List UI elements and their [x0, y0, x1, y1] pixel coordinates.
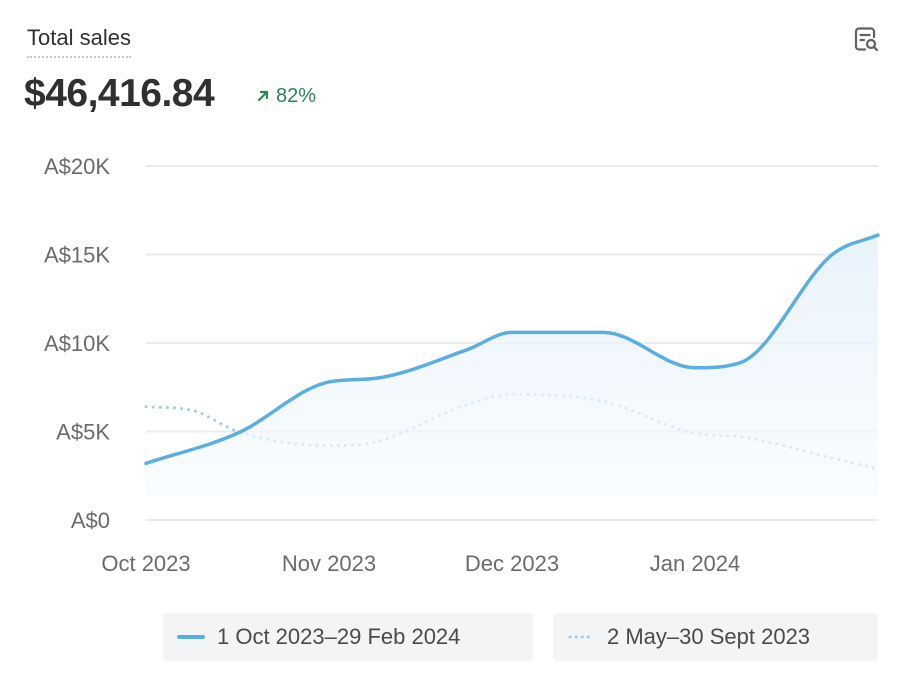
- sales-line-chart: A$0 A$5K A$10K A$15K A$20K Oct 2023 Nov 2023 D…: [44, 154, 880, 576]
- x-tick-label: Nov 2023: [282, 551, 376, 576]
- y-tick-label: A$0: [71, 508, 110, 533]
- explore-data-button[interactable]: [849, 22, 883, 56]
- change-indicator: 82%: [256, 84, 316, 108]
- y-tick-label: A$5K: [56, 420, 110, 445]
- y-tick-label: A$15K: [44, 243, 110, 268]
- legend-label-previous: 2 May–30 Sept 2023: [607, 624, 811, 649]
- legend-label-current: 1 Oct 2023–29 Feb 2024: [217, 624, 461, 649]
- legend-item-current-period[interactable]: 1 Oct 2023–29 Feb 2024: [163, 613, 533, 661]
- total-sales-value: $46,416.84: [24, 72, 215, 115]
- y-tick-label: A$10K: [44, 331, 110, 356]
- dotted-line-swatch-icon: [568, 635, 595, 639]
- solid-line-swatch-icon: [177, 635, 205, 639]
- x-tick-label: Jan 2024: [650, 551, 741, 576]
- x-axis: Oct 2023 Nov 2023 Dec 2023 Jan 2024: [101, 551, 740, 576]
- card-title: Total sales: [27, 24, 131, 58]
- series-area-current: [146, 235, 878, 496]
- y-tick-label: A$20K: [44, 154, 110, 179]
- change-percent: 82%: [276, 85, 317, 107]
- arrow-up-right-icon: [257, 90, 269, 102]
- x-tick-label: Dec 2023: [465, 551, 559, 576]
- series-lines: [144, 233, 880, 496]
- y-axis: A$0 A$5K A$10K A$15K A$20K: [44, 154, 110, 533]
- series-line-current: [144, 233, 880, 466]
- explore-data-icon: [854, 27, 879, 52]
- x-tick-label: Oct 2023: [101, 551, 190, 576]
- legend-item-previous-period[interactable]: 2 May–30 Sept 2023: [553, 613, 878, 661]
